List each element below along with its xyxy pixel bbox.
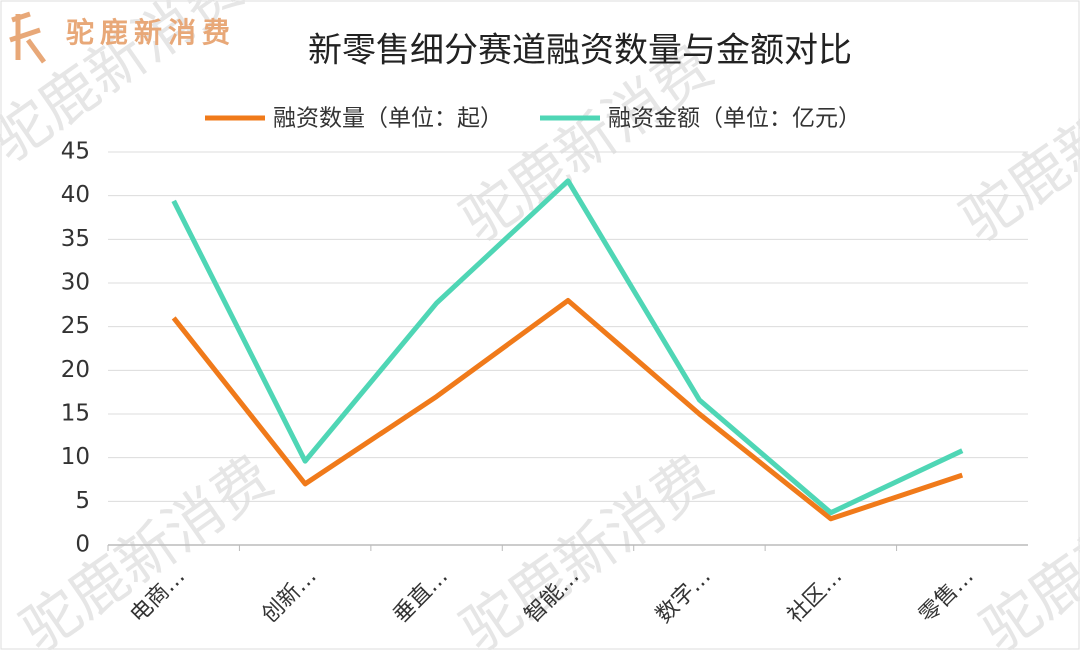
y-tick-label: 0 [75,532,90,558]
legend-label: 融资数量（单位：起） [273,106,503,132]
y-tick-label: 15 [61,401,90,427]
y-tick-label: 45 [61,139,90,165]
y-tick-label: 30 [61,270,90,296]
y-tick-label: 20 [61,357,90,383]
y-tick-label: 10 [61,444,90,470]
legend: 融资数量（单位：起） 融资金额（单位：亿元） [205,106,861,132]
series-line [171,178,964,516]
legend-label: 融资金额（单位：亿元） [608,106,861,132]
y-tick-label: 5 [75,488,90,514]
y-tick-label: 25 [61,313,90,339]
y-tick-label: 40 [61,182,90,208]
y-tick-label: 35 [61,226,90,252]
logo: 驼鹿新消费 [9,11,236,64]
chart-title: 新零售细分赛道融资数量与金额对比 [308,31,852,71]
series-line [171,297,964,522]
logo-text: 驼鹿新消费 [66,16,236,49]
logo-icon [9,11,47,64]
